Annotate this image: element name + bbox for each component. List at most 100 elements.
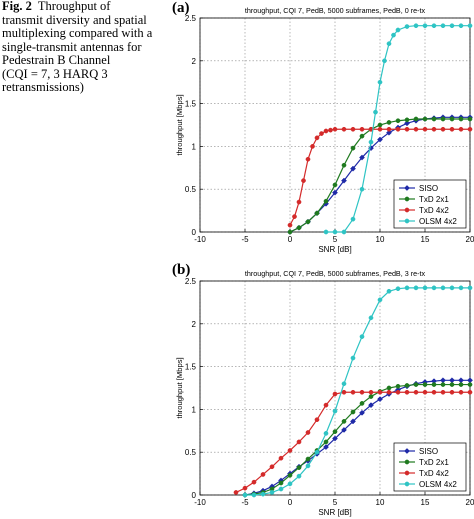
y-tick-label: 1.5	[185, 100, 197, 109]
data-point	[287, 481, 293, 487]
data-point	[368, 394, 374, 399]
data-point	[350, 389, 356, 395]
data-point	[422, 285, 428, 291]
data-point	[431, 389, 437, 395]
data-point	[422, 126, 428, 132]
data-point	[377, 396, 383, 403]
data-point	[440, 389, 446, 395]
data-point	[287, 229, 293, 235]
x-tick-label: 0	[288, 498, 293, 507]
data-point	[458, 382, 464, 387]
caption-line: (CQI = 7, 3 HARQ 3	[2, 66, 108, 81]
legend-swatch-marker	[404, 481, 410, 487]
x-tick-label: 10	[376, 235, 385, 244]
data-point	[278, 455, 284, 461]
data-point	[301, 178, 306, 183]
data-point	[341, 381, 347, 387]
legend-swatch-marker	[404, 470, 410, 476]
data-point	[386, 389, 392, 395]
data-point	[332, 391, 338, 397]
data-point	[260, 491, 266, 497]
data-point	[341, 162, 347, 168]
data-point	[341, 426, 347, 433]
legend-label: SISO	[419, 447, 438, 456]
data-point	[440, 126, 446, 132]
data-point	[431, 23, 437, 29]
legend-label: OLSM 4x2	[419, 217, 457, 226]
data-point	[458, 389, 464, 395]
data-point	[373, 109, 378, 115]
data-point	[359, 334, 365, 339]
data-point	[359, 409, 365, 416]
data-point	[323, 439, 329, 445]
data-point	[368, 389, 374, 395]
data-point	[332, 189, 338, 196]
y-tick-label: 1	[192, 405, 197, 414]
data-point	[395, 286, 401, 292]
data-point	[413, 382, 419, 387]
chart-title: throughput, CQI 7, PedB, 5000 subframes,…	[245, 269, 426, 278]
data-point	[382, 58, 387, 64]
data-point	[278, 486, 284, 492]
data-point	[359, 154, 365, 161]
data-point	[395, 126, 401, 132]
caption-line: Fig. 2 Throughput of	[2, 0, 170, 14]
data-point	[449, 389, 455, 395]
legend-swatch-marker	[404, 448, 410, 454]
data-point	[350, 355, 356, 361]
series-txd-4x2	[287, 126, 473, 228]
data-point	[422, 116, 428, 122]
chart-title: throughput, CQI 7, PedB, 5000 subframes,…	[245, 6, 426, 15]
panel-a-label: (a)	[172, 0, 190, 16]
data-point	[458, 116, 464, 122]
data-point	[386, 385, 392, 391]
data-point	[359, 401, 365, 406]
y-axis-label: throughput [Mbps]	[175, 94, 184, 155]
data-point	[467, 389, 473, 395]
panel-b-label: (b)	[172, 262, 191, 278]
data-point	[314, 449, 320, 455]
data-point	[431, 116, 437, 122]
data-point	[323, 402, 329, 408]
series-olsm-4x2	[242, 285, 473, 498]
data-point	[386, 126, 392, 132]
x-tick-label: 5	[333, 498, 338, 507]
x-tick-label: -10	[194, 235, 206, 244]
y-tick-label: 0	[192, 491, 197, 500]
caption-line: retransmissions)	[2, 80, 84, 94]
x-tick-label: 5	[333, 235, 338, 244]
data-point	[404, 389, 410, 395]
data-point	[350, 126, 356, 132]
chart-b: -10 -5 0 5 10 15 20 0 0.5 1 1.5 2 2.5 throughput, CQI…	[175, 269, 474, 517]
data-point	[391, 32, 396, 38]
x-axis-label: SNR [dB]	[318, 245, 351, 254]
data-point	[467, 23, 473, 29]
x-tick-label: 0	[288, 235, 293, 244]
data-point	[296, 225, 302, 231]
data-point	[332, 182, 338, 188]
data-point	[377, 136, 383, 143]
data-point	[341, 126, 347, 132]
y-tick-label: 1	[192, 142, 197, 151]
data-point	[449, 126, 455, 132]
data-point	[449, 285, 455, 291]
data-point	[431, 126, 437, 132]
data-point	[296, 465, 302, 470]
legend-label: TxD 2x1	[419, 458, 449, 467]
data-point	[332, 435, 338, 442]
data-point	[350, 409, 356, 415]
data-point	[359, 126, 365, 132]
y-tick-label: 0.5	[185, 448, 197, 457]
data-point	[386, 41, 392, 47]
legend: SISO TxD 2x1 TxD 4x2 OLSM 4x2	[393, 179, 467, 229]
x-tick-label: 15	[421, 498, 430, 507]
data-point	[323, 444, 329, 451]
data-point	[422, 389, 428, 395]
data-point	[359, 389, 365, 395]
data-point	[359, 186, 365, 192]
caption-text: Throughput of	[37, 0, 111, 13]
data-point	[467, 382, 473, 387]
legend-swatch-marker	[404, 196, 410, 202]
figure-number: Fig. 2	[2, 0, 32, 13]
